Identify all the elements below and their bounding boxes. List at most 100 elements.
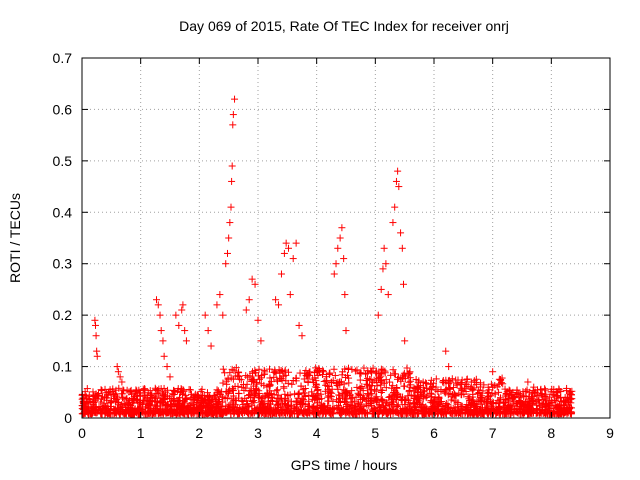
data-point-baseline — [420, 387, 428, 395]
data-point-baseline — [388, 395, 396, 403]
data-point-baseline — [280, 383, 288, 391]
data-point-baseline — [427, 397, 435, 405]
data-point-baseline — [229, 407, 237, 415]
data-point-baseline — [250, 389, 258, 397]
y-tick-label: 0.1 — [53, 359, 73, 375]
data-point-baseline — [305, 397, 313, 405]
data-point-baseline — [544, 401, 552, 409]
data-point-baseline — [139, 385, 147, 393]
data-point-baseline — [378, 396, 386, 404]
data-point-baseline — [371, 394, 379, 402]
data-point-baseline — [394, 375, 402, 383]
data-point-baseline — [85, 391, 93, 399]
data-point-baseline — [159, 390, 167, 398]
data-point-baseline — [441, 404, 449, 412]
data-point-baseline — [325, 392, 333, 400]
data-point-baseline — [368, 390, 376, 398]
data-point-baseline — [457, 404, 465, 412]
data-point-baseline — [411, 410, 419, 418]
data-point — [226, 219, 234, 227]
data-point-baseline — [473, 398, 481, 406]
data-point-baseline — [410, 408, 418, 416]
data-point-baseline — [362, 410, 370, 418]
data-point-baseline — [309, 392, 317, 400]
x-tick-label: 8 — [547, 425, 555, 441]
data-point-baseline — [433, 401, 441, 409]
data-point-baseline — [501, 409, 509, 417]
data-point-baseline — [406, 399, 414, 407]
data-point — [175, 321, 183, 329]
data-point — [229, 121, 237, 129]
data-point-baseline — [248, 401, 256, 409]
data-point-baseline — [426, 408, 434, 416]
data-point-baseline — [322, 377, 330, 385]
data-point — [338, 224, 346, 232]
data-point-baseline — [292, 397, 300, 405]
data-point-baseline — [393, 408, 401, 416]
data-point-baseline — [232, 397, 240, 405]
data-point-baseline — [414, 399, 422, 407]
data-point — [222, 260, 230, 268]
data-point-baseline — [534, 409, 542, 417]
y-tick-label: 0.2 — [53, 307, 73, 323]
data-point-baseline — [259, 393, 267, 401]
data-point-baseline — [259, 403, 267, 411]
data-point-baseline — [495, 388, 503, 396]
data-point-baseline — [473, 409, 481, 417]
data-point — [342, 327, 350, 335]
data-point-baseline — [428, 404, 436, 412]
data-point-baseline — [467, 378, 475, 386]
data-point-baseline — [266, 381, 274, 389]
data-point-baseline — [232, 406, 240, 414]
data-point-baseline — [367, 386, 375, 394]
data-point-baseline — [285, 368, 293, 376]
data-point — [384, 291, 392, 299]
data-point — [401, 337, 409, 345]
data-point-baseline — [211, 395, 219, 403]
data-point — [336, 234, 344, 242]
data-point-baseline — [458, 386, 466, 394]
data-point-baseline — [511, 392, 519, 400]
data-point-baseline — [316, 408, 324, 416]
data-point — [219, 311, 227, 319]
data-point-baseline — [324, 393, 332, 401]
data-point-baseline — [222, 388, 230, 396]
data-point-baseline — [373, 393, 381, 401]
data-point — [524, 378, 532, 386]
data-point-baseline — [393, 402, 401, 410]
data-point-baseline — [292, 374, 300, 382]
data-point-baseline — [97, 386, 105, 394]
data-point — [334, 244, 342, 252]
data-point-baseline — [187, 399, 195, 407]
data-point-baseline — [304, 378, 312, 386]
data-point-baseline — [219, 379, 227, 387]
data-point-baseline — [435, 393, 443, 401]
data-point-baseline — [422, 379, 430, 387]
data-point-baseline — [246, 387, 254, 395]
data-point-baseline — [397, 410, 405, 418]
data-point-baseline — [82, 400, 90, 408]
data-point-baseline — [438, 408, 446, 416]
data-point-baseline — [360, 409, 368, 417]
data-point-baseline — [323, 382, 331, 390]
data-point-baseline — [405, 386, 413, 394]
data-point-baseline — [469, 393, 477, 401]
data-point-baseline — [210, 410, 218, 418]
data-point-baseline — [230, 367, 238, 375]
data-point-baseline — [224, 374, 232, 382]
data-point — [285, 244, 293, 252]
data-point-baseline — [490, 405, 498, 413]
data-point-baseline — [557, 397, 565, 405]
data-point-baseline — [182, 395, 190, 403]
data-point-baseline — [170, 400, 178, 408]
data-point-baseline — [326, 410, 334, 418]
data-point-baseline — [288, 402, 296, 410]
data-point-baseline — [239, 397, 247, 405]
data-point-baseline — [203, 401, 211, 409]
data-point-baseline — [393, 392, 401, 400]
data-point-baseline — [269, 410, 277, 418]
data-point-baseline — [93, 409, 101, 417]
data-point-baseline — [188, 409, 196, 417]
data-point — [181, 327, 189, 335]
data-point-baseline — [230, 392, 238, 400]
